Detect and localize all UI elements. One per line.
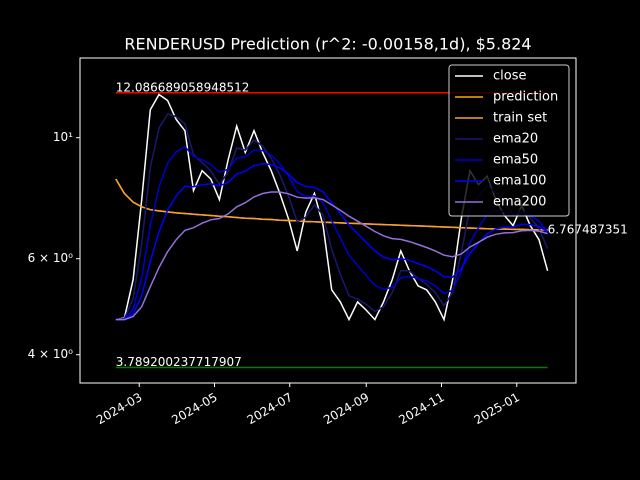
- legend-label: ema20: [493, 132, 538, 147]
- last-value-label: 6.767487351: [548, 223, 628, 237]
- legend-label: prediction: [493, 90, 558, 105]
- y-tick-label: 10¹: [53, 130, 73, 144]
- legend-label: close: [493, 69, 526, 84]
- x-tick-label: 2024-05: [169, 390, 219, 427]
- x-tick-label: 2024-11: [396, 390, 446, 427]
- reference-label: 12.086689058948512: [116, 80, 250, 94]
- legend-box: [448, 64, 570, 217]
- y-tick-label: 4 × 10⁰: [28, 347, 74, 361]
- legend-label: ema200: [493, 195, 546, 210]
- x-tick-label: 2024-03: [94, 390, 144, 427]
- legend-label: train set: [493, 111, 547, 126]
- x-tick-label: 2024-09: [321, 390, 371, 427]
- legend-label: ema100: [493, 174, 546, 189]
- x-tick-label: 2024-07: [245, 390, 295, 427]
- chart-title: RENDERUSD Prediction (r^2: -0.00158,1d),…: [124, 35, 531, 54]
- reference-label: 3.789200237717907: [116, 355, 242, 369]
- series-line: [115, 178, 548, 231]
- series-line: [115, 191, 548, 321]
- x-tick-label: 2025-01: [472, 390, 522, 427]
- y-tick-label: 6 × 10⁰: [28, 251, 74, 265]
- legend-label: ema50: [493, 153, 538, 168]
- series-line: [115, 145, 549, 321]
- series-line: [115, 162, 548, 321]
